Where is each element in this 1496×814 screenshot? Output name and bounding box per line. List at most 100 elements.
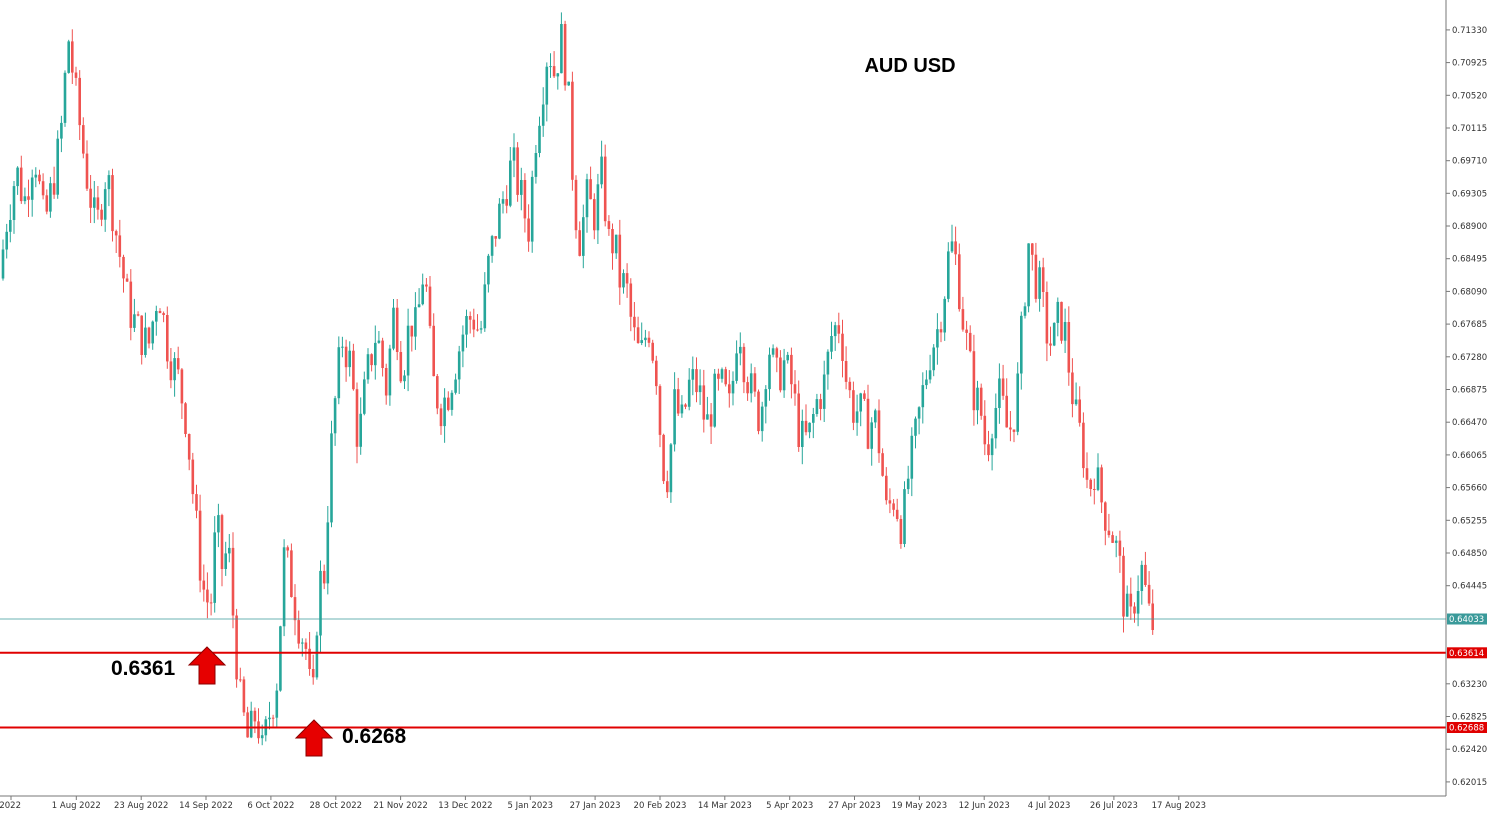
candle <box>720 367 724 383</box>
candle-body <box>706 414 709 420</box>
candle-body <box>41 181 45 196</box>
candle-body <box>925 379 928 386</box>
candle <box>968 325 972 353</box>
candle-body <box>1144 564 1147 585</box>
candle-body <box>363 379 366 414</box>
candle <box>374 325 377 380</box>
candle-body <box>666 481 669 493</box>
candle <box>195 484 198 519</box>
candle <box>38 169 41 185</box>
candle-body <box>713 373 716 427</box>
candle <box>998 363 1001 424</box>
candle-body <box>910 435 914 479</box>
candle-body <box>180 369 184 404</box>
candle-body <box>998 378 1001 408</box>
candle <box>395 299 399 361</box>
candle <box>74 66 78 86</box>
candle <box>782 348 786 398</box>
candle <box>906 465 910 494</box>
candle <box>669 443 673 503</box>
candle-body <box>1085 468 1089 480</box>
candle-body <box>187 434 191 460</box>
candle-body <box>341 346 344 348</box>
candle <box>947 242 950 303</box>
candle-body <box>549 66 552 68</box>
candle-body <box>830 336 833 352</box>
candle-body <box>691 369 695 380</box>
candle-body <box>742 346 746 383</box>
candle-body <box>1012 429 1016 432</box>
candle-body <box>972 351 976 411</box>
candle <box>954 226 957 265</box>
candle <box>764 385 768 424</box>
candle <box>461 325 465 368</box>
candle <box>498 198 501 240</box>
candle <box>972 334 976 426</box>
x-tick-label: 6 Oct 2022 <box>247 801 294 811</box>
candle <box>34 167 38 188</box>
candle <box>308 632 311 676</box>
candle-body <box>450 392 454 410</box>
candle <box>198 494 202 593</box>
candle <box>180 368 184 419</box>
candle <box>253 707 257 734</box>
candle-body <box>801 420 804 447</box>
candle <box>1096 453 1100 492</box>
candle-body <box>286 547 289 551</box>
candle-body <box>1056 301 1060 323</box>
candle <box>275 683 279 727</box>
up-arrow-icon <box>294 719 334 757</box>
current-price-tag: 0.64033 <box>1447 613 1487 625</box>
candle-body <box>680 404 684 414</box>
candle <box>366 348 370 384</box>
candle-body <box>220 515 224 569</box>
candle-body <box>943 298 946 333</box>
candle <box>173 352 176 397</box>
candle <box>249 701 253 739</box>
candle-body <box>698 385 702 393</box>
candle-body <box>822 374 826 409</box>
candle <box>585 173 589 233</box>
candle <box>724 366 727 387</box>
candle-body <box>454 379 457 393</box>
candle-body <box>1100 467 1103 503</box>
x-tick-label: 5 Apr 2023 <box>766 801 813 811</box>
candle <box>406 308 410 392</box>
candle <box>1100 464 1103 513</box>
candle <box>1144 551 1147 587</box>
candle-body <box>709 414 713 427</box>
x-tick-label: 13 Dec 2022 <box>438 801 492 811</box>
candle <box>410 325 414 352</box>
price-tag-label: 0.63614 <box>1449 649 1484 659</box>
candle <box>1089 478 1092 497</box>
candle <box>943 296 946 341</box>
candle <box>1023 302 1027 319</box>
candle-body <box>855 411 859 423</box>
candle <box>166 306 169 369</box>
candle-body <box>399 352 403 382</box>
candle <box>432 313 435 377</box>
x-tick-label: 17 Aug 2023 <box>1152 801 1206 811</box>
candle <box>979 383 983 420</box>
candle-body <box>118 235 122 257</box>
candle <box>728 370 731 408</box>
candle <box>315 631 319 680</box>
candle-body <box>717 373 720 379</box>
candle-body <box>775 348 779 358</box>
price-lines-group <box>0 618 1446 729</box>
x-tick-label: 12 Jun 2023 <box>959 801 1010 811</box>
candle-body <box>377 340 381 343</box>
candle-body <box>297 620 300 644</box>
candle-body <box>439 408 443 427</box>
candle <box>268 701 271 730</box>
candle-body <box>370 354 373 366</box>
candle-body <box>326 522 330 584</box>
candle-body <box>337 347 341 399</box>
candle-body <box>644 337 647 341</box>
candle <box>892 499 895 517</box>
candle <box>443 388 446 443</box>
candle-body <box>38 174 41 182</box>
candle <box>392 299 395 351</box>
candle-body <box>1049 343 1052 346</box>
candle <box>771 344 775 358</box>
